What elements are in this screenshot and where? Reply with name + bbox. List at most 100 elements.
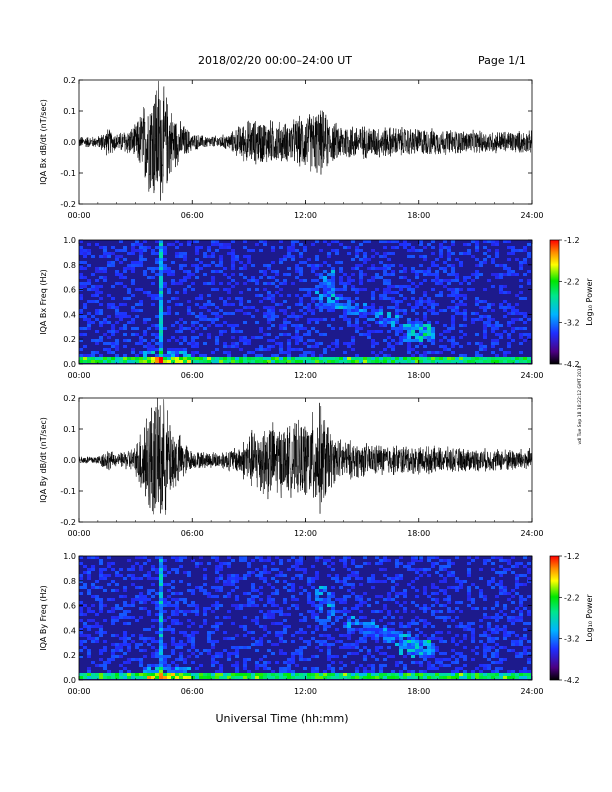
spectrogram-cell [495, 321, 499, 324]
spectrogram-cell [315, 640, 319, 643]
spectrogram-cell [251, 351, 255, 354]
spectrogram-cell [183, 258, 187, 261]
spectrogram-cell [291, 589, 295, 592]
spectrogram-cell [419, 646, 423, 649]
spectrogram-cell [331, 249, 335, 252]
spectrogram-cell [159, 658, 163, 661]
spectrogram-cell [243, 676, 247, 679]
spectrogram-cell [79, 348, 83, 351]
spectrogram-cell [271, 345, 275, 348]
spectrogram-cell [479, 592, 483, 595]
spectrogram-cell [231, 622, 235, 625]
spectrogram-cell [131, 360, 135, 363]
spectrogram-cell [431, 625, 435, 628]
spectrogram-cell [139, 300, 143, 303]
spectrogram-cell [183, 255, 187, 258]
spectrogram-cell [347, 577, 351, 580]
spectrogram-cell [303, 673, 307, 676]
spectrogram-cell [155, 360, 159, 363]
spectrogram-cell [263, 360, 267, 363]
spectrogram-cell [459, 640, 463, 643]
spectrogram-cell [111, 324, 115, 327]
spectrogram-cell [115, 673, 119, 676]
spectrogram-cell [523, 315, 527, 318]
spectrogram-cell [99, 562, 103, 565]
spectrogram-cell [391, 670, 395, 673]
spectrogram-cell [327, 667, 331, 670]
spectrogram-cell [159, 246, 163, 249]
spectrogram-cell [391, 673, 395, 676]
spectrogram-cell [431, 643, 435, 646]
spectrogram-cell [87, 589, 91, 592]
spectrogram-cell [467, 604, 471, 607]
spectrogram-cell [471, 598, 475, 601]
spectrogram-cell [299, 297, 303, 300]
spectrogram-cell [171, 604, 175, 607]
spectrogram-cell [415, 616, 419, 619]
spectrogram-cell [431, 357, 435, 360]
spectrogram-cell [227, 580, 231, 583]
spectrogram-cell [127, 643, 131, 646]
spectrogram-cell [455, 258, 459, 261]
spectrogram-cell [335, 616, 339, 619]
spectrogram-cell [235, 595, 239, 598]
spectrogram-cell [407, 637, 411, 640]
spectrogram-cell [455, 276, 459, 279]
spectrogram-cell [167, 273, 171, 276]
spectrogram-cell [399, 336, 403, 339]
spectrogram-cell [455, 580, 459, 583]
spectrogram-cell [475, 270, 479, 273]
spectrogram-cell [359, 288, 363, 291]
spectrogram-cell [147, 351, 151, 354]
spectrogram-cell [123, 315, 127, 318]
spectrogram-cell [143, 291, 147, 294]
spectrogram-cell [83, 303, 87, 306]
spectrogram-cell [463, 628, 467, 631]
spectrogram-cell [387, 559, 391, 562]
spectrogram-cell [171, 622, 175, 625]
spectrogram-cell [447, 252, 451, 255]
spectrogram-cell [259, 276, 263, 279]
spectrogram-cell [527, 336, 531, 339]
spectrogram-cell [207, 318, 211, 321]
spectrogram-cell [423, 336, 427, 339]
spectrogram-cell [475, 607, 479, 610]
spectrogram-cell [155, 273, 159, 276]
spectrogram-cell [159, 342, 163, 345]
spectrogram-cell [471, 273, 475, 276]
spectrogram-cell [439, 255, 443, 258]
spectrogram-cell [155, 631, 159, 634]
spectrogram-cell [135, 333, 139, 336]
spectrogram-cell [451, 655, 455, 658]
spectrogram-cell [143, 556, 147, 559]
spectrogram-cell [431, 333, 435, 336]
spectrogram-cell [79, 273, 83, 276]
spectrogram-cell [279, 327, 283, 330]
spectrogram-cell [123, 637, 127, 640]
spectrogram-cell [467, 625, 471, 628]
spectrogram-cell [327, 652, 331, 655]
spectrogram-cell [123, 631, 127, 634]
spectrogram-cell [499, 628, 503, 631]
x-tick-label: 00:00 [67, 371, 90, 380]
spectrogram-cell [487, 360, 491, 363]
spectrogram-cell [383, 282, 387, 285]
spectrogram-cell [439, 610, 443, 613]
spectrogram-cell [423, 592, 427, 595]
spectrogram-cell [187, 619, 191, 622]
spectrogram-cell [195, 613, 199, 616]
spectrogram-cell [115, 345, 119, 348]
spectrogram-cell [415, 676, 419, 679]
spectrogram-cell [383, 631, 387, 634]
spectrogram-cell [287, 676, 291, 679]
spectrogram-cell [183, 270, 187, 273]
spectrogram-cell [83, 586, 87, 589]
spectrogram-cell [527, 610, 531, 613]
spectrogram-cell [207, 264, 211, 267]
spectrogram-cell [235, 574, 239, 577]
spectrogram-cell [95, 351, 99, 354]
spectrogram-cell [307, 333, 311, 336]
spectrogram-cell [479, 360, 483, 363]
colorbar-tick-label: -1.2 [564, 236, 580, 245]
spectrogram-cell [111, 285, 115, 288]
